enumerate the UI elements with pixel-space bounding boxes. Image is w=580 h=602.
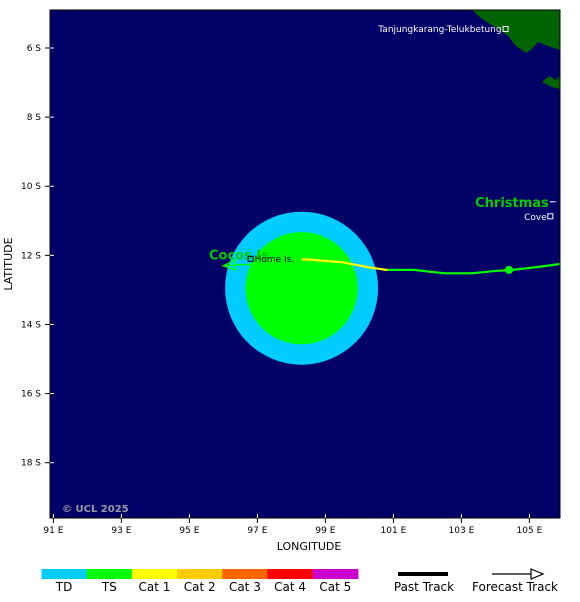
past-track-segment[interactable]: [368, 266, 388, 271]
legend-swatch: [86, 569, 133, 579]
past-track-segment[interactable]: [511, 265, 541, 271]
legend-label: Cat 4: [274, 580, 306, 594]
legend-swatch: [267, 569, 314, 579]
sumatra-landmass: [472, 10, 560, 53]
lon-tick-label: 97 E: [247, 526, 267, 536]
legend-swatch: [177, 569, 223, 579]
cocos-islands-label: Cocos Is: [209, 248, 269, 263]
lat-tick-label: 18 S: [21, 459, 41, 469]
tanjung-marker[interactable]: [502, 26, 509, 33]
copyright-notice: © UCL 2025: [62, 504, 129, 515]
lat-tick-label: 12 S: [21, 251, 41, 261]
lon-tick-label: 101 E: [381, 526, 407, 536]
lat-tick-label: 6 S: [27, 44, 42, 54]
latitude-axis: 6 S 8 S 10 S 12 S 14 S 16 S 18 S: [21, 44, 54, 469]
legend-swatch: [131, 569, 178, 579]
christmas-island-label: Christmas: [475, 196, 549, 211]
lon-tick-label: 99 E: [315, 526, 335, 536]
past-track-segment[interactable]: [412, 268, 446, 275]
legend-label: TD: [55, 580, 73, 594]
intensity-legend: TD TS Cat 1 Cat 2 Cat 3 Cat 4 Cat 5: [41, 569, 359, 594]
legend-label: Cat 1: [139, 580, 171, 594]
lon-tick-label: 95 E: [179, 526, 199, 536]
lon-tick-label: 103 E: [449, 526, 475, 536]
past-track[interactable]: [300, 258, 560, 275]
legend-swatch: [312, 569, 359, 579]
tanjung-label: Tanjungkarang-Telukbetung: [377, 25, 501, 35]
y-axis-title: LATITUDE: [2, 237, 15, 290]
legend-swatch: [222, 569, 268, 579]
current-position-marker[interactable]: [505, 265, 513, 274]
past-track-segment[interactable]: [341, 261, 371, 269]
lat-tick-label: 10 S: [21, 182, 41, 192]
lat-tick-label: 8 S: [27, 113, 42, 123]
forecast-track-legend-label: Forecast Track: [472, 580, 558, 594]
legend-swatch: [41, 569, 88, 579]
past-track-segment[interactable]: [470, 269, 497, 275]
forecast-track[interactable]: [221, 258, 302, 272]
cove-label: Cove: [524, 213, 547, 223]
cove-marker[interactable]: [547, 213, 554, 220]
lon-tick-label: 105 E: [517, 526, 543, 536]
lat-tick-label: 14 S: [21, 320, 41, 330]
lon-tick-label: 93 E: [111, 526, 131, 536]
x-axis-title: LONGITUDE: [277, 540, 342, 553]
legend-label: Cat 2: [184, 580, 216, 594]
legend-label: TS: [101, 580, 117, 594]
lon-tick-label: 91 E: [43, 526, 63, 536]
map-frame: [49, 9, 561, 519]
island-fragment: [542, 75, 560, 89]
lat-tick-label: 16 S: [21, 390, 41, 400]
past-track-segment[interactable]: [538, 262, 560, 268]
forecast-arrowhead[interactable]: [221, 259, 237, 272]
past-track-segment[interactable]: [307, 258, 344, 264]
past-track-legend-label: Past Track: [394, 580, 454, 594]
home-island-marker[interactable]: [247, 255, 254, 262]
forecast-arrow-icon: [530, 568, 545, 580]
legend-label: Cat 3: [229, 580, 261, 594]
longitude-axis: 91 E 93 E 95 E 97 E 99 E 101 E 103 E 105 E: [43, 514, 543, 536]
home-island-label: Home Is.: [255, 255, 295, 265]
forecast-track-legend: Forecast Track: [472, 568, 558, 594]
past-track-legend: Past Track: [394, 572, 454, 594]
legend-label: Cat 5: [319, 580, 351, 594]
